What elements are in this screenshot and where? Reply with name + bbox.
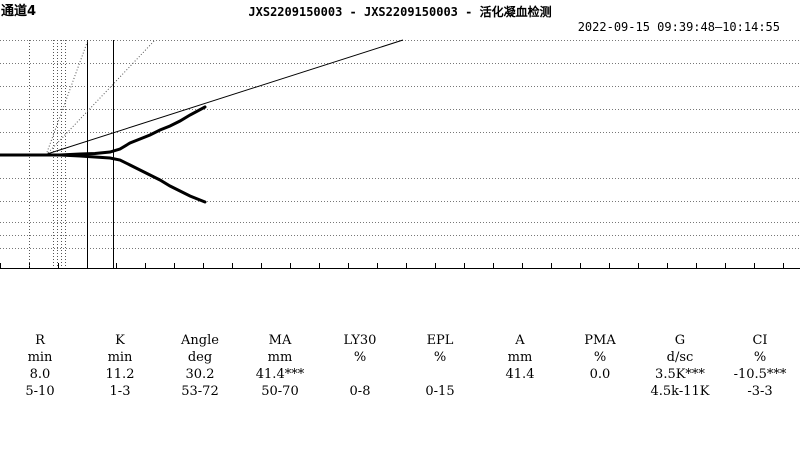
param-range: 5-10 bbox=[25, 384, 55, 399]
horizontal-grid bbox=[0, 40, 800, 249]
result-column-ma: MA mm 41.4*** 50-70 bbox=[240, 332, 320, 400]
param-value: 30.2 bbox=[185, 367, 215, 382]
param-name: CI bbox=[752, 333, 768, 348]
result-column-ci: CI % -10.5*** -3-3 bbox=[720, 332, 800, 400]
param-value: 41.4*** bbox=[255, 367, 305, 382]
param-unit: d/sc bbox=[666, 350, 694, 365]
param-name: A bbox=[515, 333, 525, 348]
param-name: G bbox=[674, 333, 686, 348]
param-value: 0.0 bbox=[589, 367, 611, 382]
param-unit: min bbox=[107, 350, 133, 365]
param-unit: % bbox=[353, 350, 367, 365]
result-column-ly30: LY30 % 0-8 bbox=[320, 332, 400, 400]
result-column-g: G d/sc 3.5K*** 4.5k-11K bbox=[640, 332, 720, 400]
param-range: 0-15 bbox=[425, 384, 455, 399]
param-range bbox=[480, 383, 560, 400]
param-range: 1-3 bbox=[109, 384, 131, 399]
amplitude-trace bbox=[0, 105, 207, 204]
param-name: EPL bbox=[426, 333, 454, 348]
param-value: 41.4 bbox=[505, 367, 535, 382]
param-range: 50-70 bbox=[261, 384, 299, 399]
param-name: LY30 bbox=[343, 333, 377, 348]
param-unit: mm bbox=[507, 350, 533, 365]
param-name: Angle bbox=[181, 333, 219, 348]
param-value: 11.2 bbox=[105, 367, 135, 382]
result-column-angle: Angle deg 30.2 53-72 bbox=[160, 332, 240, 400]
param-unit: mm bbox=[267, 350, 293, 365]
param-unit: % bbox=[433, 350, 447, 365]
param-value bbox=[400, 366, 480, 383]
test-datetime: 2022-09-15 09:39:48—10:14:55 bbox=[577, 20, 780, 34]
param-value bbox=[320, 366, 400, 383]
param-value: -10.5*** bbox=[733, 367, 787, 382]
param-unit: % bbox=[593, 350, 607, 365]
angle-reference-dotted bbox=[45, 39, 156, 156]
result-column-pma: PMA % 0.0 bbox=[560, 332, 640, 400]
teg-trace-plot bbox=[0, 39, 800, 269]
channel-label: 通道4 bbox=[1, 4, 37, 19]
param-name: K bbox=[115, 333, 125, 348]
param-range: 4.5k-11K bbox=[650, 384, 710, 399]
param-unit: min bbox=[27, 350, 53, 365]
param-range: -3-3 bbox=[747, 384, 773, 399]
param-range: 0-8 bbox=[349, 384, 371, 399]
param-value: 3.5K*** bbox=[655, 367, 705, 382]
param-range bbox=[560, 383, 640, 400]
angle-tangent-line bbox=[43, 39, 404, 156]
param-name: MA bbox=[268, 333, 292, 348]
result-column-k: K min 11.2 1-3 bbox=[80, 332, 160, 400]
param-name: PMA bbox=[584, 333, 616, 348]
param-unit: % bbox=[753, 350, 767, 365]
result-column-r: R min 8.0 5-10 bbox=[0, 332, 80, 400]
param-name: R bbox=[35, 333, 45, 348]
time-axis bbox=[0, 263, 800, 269]
test-title: JXS2209150003 - JXS2209150003 - 活化凝血检测 bbox=[248, 5, 552, 19]
result-column-epl: EPL % 0-15 bbox=[400, 332, 480, 400]
param-unit: deg bbox=[187, 350, 213, 365]
param-value: 8.0 bbox=[29, 367, 51, 382]
result-column-a: A mm 41.4 bbox=[480, 332, 560, 400]
param-range: 53-72 bbox=[181, 384, 219, 399]
